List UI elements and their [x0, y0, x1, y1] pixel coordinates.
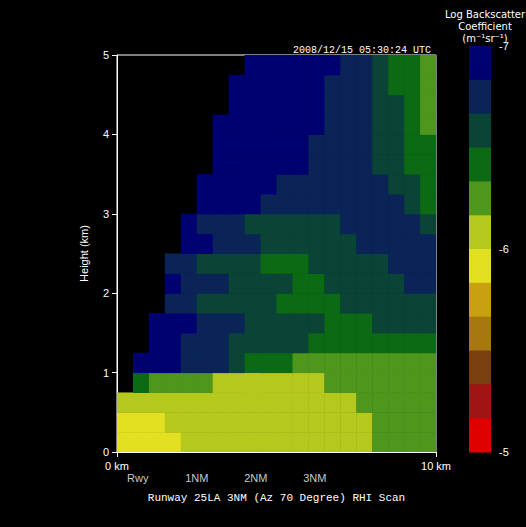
svg-text:4: 4	[103, 128, 109, 140]
svg-text:Log Backscatter: Log Backscatter	[445, 9, 526, 20]
svg-text:-5: -5	[499, 446, 509, 458]
svg-text:-7: -7	[499, 40, 509, 52]
svg-text:Height (km): Height (km)	[78, 225, 90, 282]
svg-text:2: 2	[103, 287, 109, 299]
svg-text:-6: -6	[499, 243, 509, 255]
svg-text:5: 5	[103, 49, 109, 61]
svg-text:0: 0	[103, 446, 109, 458]
svg-text:2008/12/15 05:30:24 UTC: 2008/12/15 05:30:24 UTC	[293, 45, 431, 56]
svg-text:1NM: 1NM	[185, 472, 208, 484]
svg-text:Runway 25LA 3NM (Az 70 Degree): Runway 25LA 3NM (Az 70 Degree) RHI Scan	[148, 492, 405, 504]
svg-text:1: 1	[103, 367, 109, 379]
svg-text:Rwy: Rwy	[127, 472, 149, 484]
svg-text:Coefficient: Coefficient	[458, 21, 512, 32]
svg-text:(m⁻¹sr⁻¹): (m⁻¹sr⁻¹)	[462, 33, 508, 44]
svg-text:3NM: 3NM	[303, 472, 326, 484]
svg-text:0 km: 0 km	[105, 460, 129, 472]
svg-text:3: 3	[103, 208, 109, 220]
svg-text:10 km: 10 km	[421, 460, 451, 472]
svg-text:2NM: 2NM	[244, 472, 267, 484]
